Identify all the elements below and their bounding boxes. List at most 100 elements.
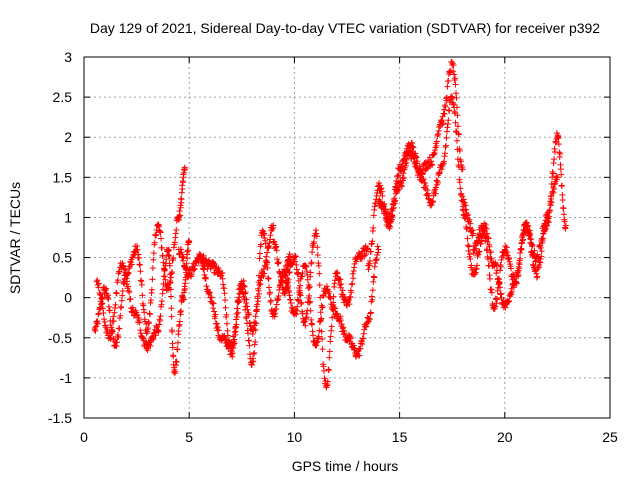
data-point [448, 58, 455, 65]
data-point [297, 282, 304, 289]
data-point [497, 284, 504, 291]
data-point [255, 285, 262, 292]
data-point [432, 184, 439, 191]
data-point [308, 259, 315, 266]
data-point [137, 327, 144, 334]
data-point [555, 141, 562, 148]
data-point [275, 293, 282, 300]
data-point [296, 291, 303, 298]
data-point [97, 291, 104, 298]
data-point [145, 325, 152, 332]
data-point [433, 138, 440, 145]
data-point [422, 182, 429, 189]
data-point [370, 212, 377, 219]
data-point [167, 279, 174, 286]
data-point [271, 238, 278, 245]
data-point [395, 172, 402, 179]
data-point [125, 283, 132, 290]
data-point [332, 305, 339, 312]
data-point [233, 316, 240, 323]
data-point [508, 288, 515, 295]
data-point [222, 304, 229, 311]
data-point [445, 117, 452, 124]
data-point [484, 230, 491, 237]
data-point [146, 311, 153, 318]
data-point [471, 247, 478, 254]
data-point [236, 298, 243, 305]
data-point [309, 249, 316, 256]
data-point [101, 319, 108, 326]
data-point [529, 253, 536, 260]
data-point [122, 271, 129, 278]
data-point [273, 247, 280, 254]
data-point [234, 313, 241, 320]
data-point [184, 255, 191, 262]
data-point [168, 313, 175, 320]
data-point [213, 320, 220, 327]
data-point [263, 253, 270, 260]
data-point [210, 260, 217, 267]
data-point [304, 276, 311, 283]
data-point [115, 334, 122, 341]
data-points [91, 58, 569, 391]
data-point [531, 247, 538, 254]
data-point [364, 245, 371, 252]
data-point [99, 305, 106, 312]
y-tick-label: 1.5 [53, 169, 73, 185]
data-point [561, 218, 568, 225]
data-point [215, 327, 222, 334]
data-point [457, 185, 464, 192]
data-point [202, 275, 209, 282]
data-point [159, 286, 166, 293]
data-point [452, 75, 459, 82]
data-point [382, 206, 389, 213]
data-point [155, 328, 162, 335]
x-tick-label: 25 [602, 429, 618, 445]
data-point [515, 267, 522, 274]
data-point [252, 327, 259, 334]
data-point [118, 297, 125, 304]
data-point [467, 220, 474, 227]
data-point [137, 268, 144, 275]
data-point [446, 107, 453, 114]
data-point [410, 144, 417, 151]
y-tick-label: 2 [64, 129, 72, 145]
data-point [466, 216, 473, 223]
data-point [442, 150, 449, 157]
data-point [455, 163, 462, 170]
data-point [151, 239, 158, 246]
data-point [180, 296, 187, 303]
data-point [430, 198, 437, 205]
data-point [299, 270, 306, 277]
data-point [214, 324, 221, 331]
data-point [121, 272, 128, 279]
data-point [420, 176, 427, 183]
data-point [108, 329, 115, 336]
data-point [518, 245, 525, 252]
data-point [548, 193, 555, 200]
data-point [309, 321, 316, 328]
data-point [315, 262, 322, 269]
data-point [424, 159, 431, 166]
data-point [443, 134, 450, 141]
data-point [127, 295, 134, 302]
data-point [134, 247, 141, 254]
data-point [206, 290, 213, 297]
data-point [395, 186, 402, 193]
data-point [136, 319, 143, 326]
data-point [314, 252, 321, 259]
data-point [243, 313, 250, 320]
data-point [454, 156, 461, 163]
data-point [543, 222, 550, 229]
data-point [157, 313, 164, 320]
data-point [481, 220, 488, 227]
data-point [248, 361, 255, 368]
data-point [231, 340, 238, 347]
data-point [301, 318, 308, 325]
data-point [168, 305, 175, 312]
data-point [306, 292, 313, 299]
data-point [546, 208, 553, 215]
data-point [409, 143, 416, 150]
data-point [429, 161, 436, 168]
axis-ticks: 0 5 10 15 20 25 -1.5 -1 -0.5 0 0.5 1 1.5 2 2.5 3 [48, 49, 618, 445]
